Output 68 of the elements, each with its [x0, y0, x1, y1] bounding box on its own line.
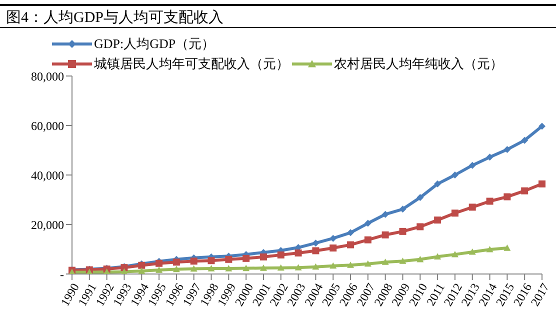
point — [364, 220, 372, 227]
point — [538, 180, 546, 188]
point — [486, 154, 494, 161]
point — [451, 250, 458, 258]
point — [364, 236, 372, 244]
point — [172, 266, 180, 272]
point — [312, 263, 320, 270]
point — [521, 187, 528, 194]
point — [120, 268, 128, 274]
legend-label: 农村居民人均年纯收入（元） — [334, 55, 503, 73]
point — [225, 256, 232, 263]
point — [382, 231, 389, 238]
point — [538, 122, 546, 130]
point — [260, 253, 267, 260]
point — [468, 248, 476, 255]
point — [434, 180, 442, 188]
point — [277, 251, 284, 258]
point — [416, 223, 424, 230]
point — [242, 264, 250, 272]
point — [451, 172, 458, 178]
y-tick-label: 20,000 — [31, 218, 64, 232]
point — [330, 244, 337, 252]
legend-label: GDP:人均GDP（元） — [94, 35, 215, 53]
y-tick-label: 80,000 — [31, 69, 64, 84]
point — [242, 254, 250, 262]
point — [190, 258, 198, 265]
point — [399, 206, 406, 213]
legend-label: 城镇居民人均年可支配收入（元） — [94, 55, 289, 73]
point — [486, 198, 494, 205]
point — [347, 229, 354, 236]
point — [468, 162, 476, 169]
point — [294, 249, 302, 256]
point — [330, 234, 337, 242]
point — [347, 241, 354, 248]
point — [277, 264, 284, 271]
point — [434, 253, 442, 260]
point — [416, 256, 424, 262]
y-tick-label: - — [60, 267, 64, 282]
point — [382, 258, 389, 265]
point — [399, 258, 406, 264]
point — [434, 216, 442, 224]
point — [486, 246, 494, 252]
y-tick-label: 40,000 — [31, 168, 64, 182]
point — [312, 247, 320, 254]
point — [521, 136, 528, 144]
point — [208, 265, 215, 272]
point — [451, 210, 458, 217]
point — [504, 146, 511, 154]
point — [347, 262, 354, 268]
point — [364, 260, 372, 267]
point — [504, 244, 511, 251]
point — [294, 264, 302, 270]
chart-title: 图4：人均GDP与人均可支配收入 — [0, 4, 556, 28]
point — [190, 265, 198, 272]
point — [138, 268, 146, 274]
point — [312, 240, 320, 247]
point — [468, 204, 476, 211]
point — [504, 193, 511, 200]
point — [416, 194, 424, 202]
point — [172, 258, 180, 266]
point — [330, 262, 337, 269]
y-tick-label: 60,000 — [31, 118, 64, 133]
point — [156, 266, 163, 273]
point — [399, 228, 406, 235]
point — [260, 264, 267, 271]
point — [208, 257, 215, 264]
point — [382, 210, 389, 218]
point — [225, 265, 232, 272]
